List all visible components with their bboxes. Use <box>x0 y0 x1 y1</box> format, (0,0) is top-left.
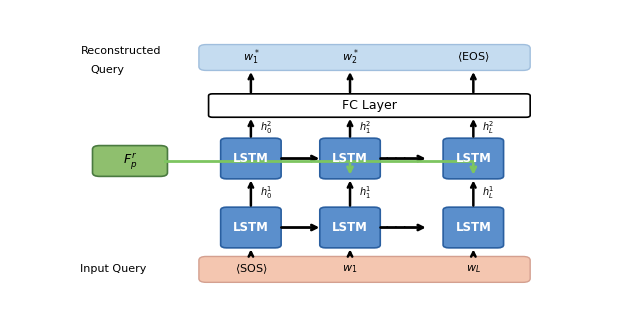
Text: $h_0^1$: $h_0^1$ <box>260 185 272 201</box>
Text: $h_1^2$: $h_1^2$ <box>359 119 371 136</box>
FancyBboxPatch shape <box>199 44 530 70</box>
Text: $w_1$: $w_1$ <box>343 263 358 275</box>
Text: LSTM: LSTM <box>456 221 491 234</box>
Text: FC Layer: FC Layer <box>342 99 397 112</box>
Text: Reconstructed: Reconstructed <box>80 46 161 56</box>
FancyBboxPatch shape <box>208 94 530 117</box>
Text: $h_L^1$: $h_L^1$ <box>482 185 495 201</box>
FancyBboxPatch shape <box>443 207 504 248</box>
FancyBboxPatch shape <box>199 256 530 282</box>
Text: LSTM: LSTM <box>233 221 269 234</box>
FancyBboxPatch shape <box>319 138 380 179</box>
Text: $h_1^1$: $h_1^1$ <box>359 185 371 201</box>
Text: Input Query: Input Query <box>80 264 147 275</box>
Text: $\langle$SOS$\rangle$: $\langle$SOS$\rangle$ <box>235 263 267 276</box>
Text: $h_0^2$: $h_0^2$ <box>260 119 272 136</box>
FancyBboxPatch shape <box>221 207 281 248</box>
Text: $F_p^r$: $F_p^r$ <box>123 151 137 171</box>
Text: · · ·: · · · <box>385 152 407 165</box>
FancyBboxPatch shape <box>221 138 281 179</box>
Text: $w_L$: $w_L$ <box>466 263 481 275</box>
Text: $w_1^*$: $w_1^*$ <box>243 48 259 67</box>
Text: Query: Query <box>90 65 124 75</box>
Text: · · ·: · · · <box>385 220 407 235</box>
Text: $h_L^2$: $h_L^2$ <box>482 119 495 136</box>
Text: $\langle$EOS$\rangle$: $\langle$EOS$\rangle$ <box>457 51 490 64</box>
FancyBboxPatch shape <box>443 138 504 179</box>
Text: LSTM: LSTM <box>233 152 269 165</box>
Text: LSTM: LSTM <box>332 152 368 165</box>
Text: $w_2^*$: $w_2^*$ <box>342 48 358 67</box>
FancyBboxPatch shape <box>319 207 380 248</box>
Text: LSTM: LSTM <box>332 221 368 234</box>
FancyBboxPatch shape <box>92 146 167 176</box>
Text: LSTM: LSTM <box>456 152 491 165</box>
